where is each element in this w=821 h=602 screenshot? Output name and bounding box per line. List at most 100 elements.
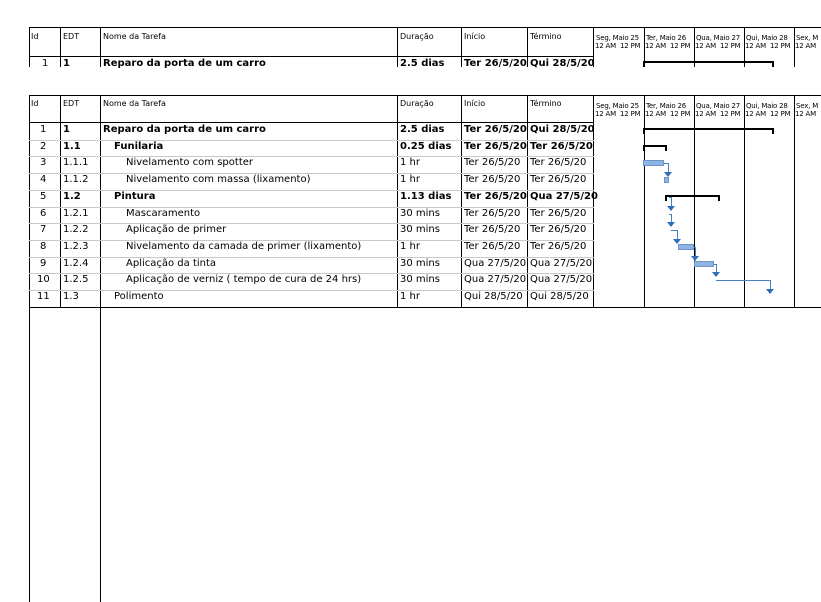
row-duration: 30 mins: [400, 257, 440, 269]
row-edt: 1.2.2: [63, 224, 89, 236]
timescale-day-label: Seg, Maio 25: [596, 102, 639, 110]
row-finish: Ter 26/5/20: [530, 240, 587, 252]
timescale-tick-label: 12 PM: [670, 110, 691, 118]
dependency-link: [671, 197, 672, 207]
row-separator: [29, 240, 594, 241]
row-edt: 1.2.3: [63, 240, 89, 252]
timescale-day-label: Qua, Maio 27: [696, 34, 740, 42]
row-start: Ter 26/5/20: [464, 140, 527, 152]
col-header-edt[interactable]: EDT: [63, 99, 80, 108]
timescale-tick-label: 12 PM: [770, 110, 791, 118]
summary-bar-end-cap: [718, 195, 720, 201]
timescale-day-label: Ter, Maio 26: [646, 34, 687, 42]
row-name: Reparo da porta de um carro: [103, 58, 266, 69]
timescale-tick-label: 12 AM: [795, 42, 816, 50]
summary-bar-start-cap: [643, 61, 645, 67]
row-finish: Ter 26/5/20: [530, 207, 587, 219]
dependency-arrow: [766, 289, 774, 294]
row-edt: 1.2.5: [63, 274, 89, 286]
timescale-day-label: Qua, Maio 27: [696, 102, 740, 110]
timescale-day-label: Seg, Maio 25: [596, 34, 639, 42]
row-name: Aplicação da tinta: [126, 257, 217, 269]
dependency-link: [671, 214, 672, 223]
row-name: Reparo da porta de um carro: [103, 124, 266, 135]
row-edt: 1: [63, 58, 70, 69]
col-header-duration[interactable]: Duração: [400, 32, 434, 41]
col-header-name[interactable]: Nome da Tarefa: [103, 99, 166, 108]
col-header-edt[interactable]: EDT: [63, 32, 80, 41]
row-separator: [29, 173, 594, 174]
task-bar[interactable]: [643, 160, 664, 166]
row-duration: 1 hr: [400, 174, 420, 186]
dependency-link: [716, 264, 717, 273]
summary-bar[interactable]: [643, 145, 667, 147]
timescale-day-label: Qui, Maio 28: [746, 102, 788, 110]
timescale-tick-label: 12 AM: [795, 110, 816, 118]
col-header-id[interactable]: Id: [31, 32, 39, 41]
row-id: 5: [40, 190, 47, 202]
row-start: Qui 28/5/20: [464, 291, 523, 302]
row-name: Polimento: [114, 291, 164, 302]
timescale-tick-label: 12 AM: [595, 42, 616, 50]
row-edt: 1.2.1: [63, 207, 89, 219]
col-header-id[interactable]: Id: [31, 99, 39, 108]
dependency-link: [695, 247, 696, 257]
row-finish: Qui 28/5/20: [530, 124, 595, 135]
dependency-link: [714, 264, 716, 265]
summary-bar-start-cap: [643, 128, 645, 134]
timescale-tick-label: 12 AM: [645, 42, 666, 50]
task-bar[interactable]: [664, 177, 669, 183]
col-header-finish[interactable]: Término: [530, 99, 562, 108]
row-edt: 1: [63, 124, 70, 135]
timescale-divider: [644, 27, 645, 67]
summary-bar[interactable]: [665, 195, 720, 197]
row-separator: [29, 140, 594, 141]
row-duration: 30 mins: [400, 274, 440, 286]
row-start: Ter 26/5/20: [464, 224, 521, 236]
row-finish: Ter 26/5/20: [530, 174, 587, 186]
timescale-divider: [794, 95, 795, 307]
summary-bar[interactable]: [643, 128, 774, 130]
summary-bar-end-cap: [772, 61, 774, 67]
row-duration: 1 hr: [400, 291, 420, 302]
row-name: Aplicação de primer: [126, 224, 227, 236]
row-duration: 0.25 dias: [400, 140, 452, 152]
dependency-arrow: [673, 239, 681, 244]
dependency-link: [694, 247, 695, 248]
timescale-tick-label: 12 AM: [645, 110, 666, 118]
row-separator: [29, 190, 594, 191]
row-edt: 1.1.1: [63, 157, 89, 169]
row-finish: Qui 28/5/20: [530, 291, 589, 302]
col-header-finish[interactable]: Término: [530, 32, 562, 41]
row-duration: 30 mins: [400, 224, 440, 236]
timescale-day-label: Qui, Maio 28: [746, 34, 788, 42]
row-name: Pintura: [114, 190, 156, 202]
row-finish: Qua 27/5/20: [530, 190, 598, 202]
row-name: Mascaramento: [126, 207, 201, 219]
row-separator: [29, 273, 594, 274]
col-header-name[interactable]: Nome da Tarefa: [103, 32, 166, 41]
task-bar[interactable]: [694, 261, 714, 267]
dependency-link: [671, 230, 677, 231]
row-id: 9: [40, 257, 47, 269]
dependency-arrow: [712, 272, 720, 277]
row-edt: 1.3: [63, 291, 79, 302]
dependency-arrow: [664, 172, 672, 177]
col-header-start[interactable]: Início: [464, 99, 486, 108]
timescale-tick-label: 12 PM: [770, 42, 791, 50]
timescale-divider: [644, 95, 645, 307]
col-header-start[interactable]: Início: [464, 32, 486, 41]
summary-bar[interactable]: [643, 61, 774, 63]
row-duration: 1.13 dias: [400, 190, 452, 202]
timescale-tick-label: 12 AM: [695, 42, 716, 50]
row-finish: Ter 26/5/20: [530, 224, 587, 236]
dependency-link: [668, 163, 669, 173]
row-name: Nivelamento com spotter: [126, 157, 254, 169]
row-duration: 1 hr: [400, 240, 420, 252]
timescale-tick-label: 12 PM: [720, 110, 741, 118]
row-start: Ter 26/5/20: [464, 240, 521, 252]
row-start: Qua 27/5/20: [464, 274, 527, 286]
task-bar[interactable]: [678, 244, 694, 250]
col-header-duration[interactable]: Duração: [400, 99, 434, 108]
row-name: Aplicação de verniz ( tempo de cura de 2…: [126, 274, 362, 286]
